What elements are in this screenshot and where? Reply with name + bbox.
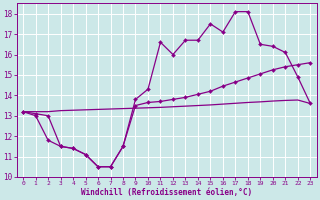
- X-axis label: Windchill (Refroidissement éolien,°C): Windchill (Refroidissement éolien,°C): [81, 188, 252, 197]
